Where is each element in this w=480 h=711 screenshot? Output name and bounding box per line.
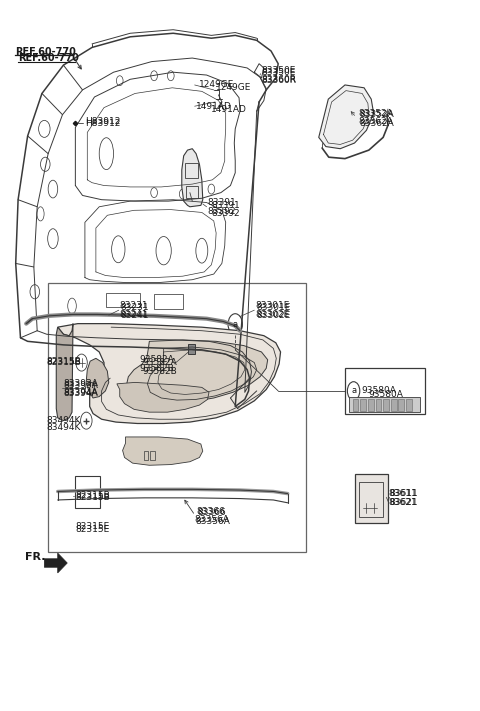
Text: a: a (233, 320, 238, 329)
Bar (375, 399, 381, 412)
Polygon shape (126, 340, 268, 403)
Text: 83352A: 83352A (359, 109, 393, 118)
Text: 83350E: 83350E (262, 68, 296, 77)
Bar (391, 399, 396, 412)
Text: REF.60-770: REF.60-770 (18, 53, 79, 63)
Text: 83350E: 83350E (262, 66, 296, 75)
Text: 83366: 83366 (197, 508, 226, 517)
Text: 83301E: 83301E (257, 303, 291, 312)
Text: 1249GE: 1249GE (216, 83, 252, 92)
Text: a: a (351, 386, 356, 395)
Text: 1491AD: 1491AD (211, 105, 247, 114)
Bar (107, 293, 140, 307)
Bar (48, 283, 306, 552)
Text: 83621: 83621 (388, 498, 417, 508)
Text: 82315B: 82315B (47, 357, 82, 365)
Text: 83392: 83392 (207, 206, 236, 215)
Text: 83302E: 83302E (257, 311, 291, 321)
Polygon shape (44, 553, 67, 573)
Text: 83494K: 83494K (47, 423, 81, 432)
Text: 83301E: 83301E (255, 301, 289, 311)
Bar (186, 186, 198, 198)
Polygon shape (117, 383, 209, 412)
Text: 83241: 83241 (120, 311, 149, 321)
Text: 82315B: 82315B (75, 491, 110, 501)
Text: 82315B: 82315B (75, 493, 110, 502)
Polygon shape (58, 324, 281, 424)
Text: 83302E: 83302E (255, 310, 289, 319)
Text: REF.60-770: REF.60-770 (15, 48, 76, 58)
Polygon shape (319, 85, 373, 149)
Text: 83360R: 83360R (262, 76, 297, 85)
Text: H83912: H83912 (85, 119, 120, 128)
Text: 83621: 83621 (389, 498, 418, 508)
Bar (383, 399, 389, 412)
Bar (189, 344, 195, 354)
Text: 83366: 83366 (196, 507, 225, 515)
Text: 83362A: 83362A (360, 119, 394, 128)
Bar (398, 399, 404, 412)
Text: 82315E: 82315E (75, 525, 109, 533)
Bar (353, 399, 359, 412)
Text: H83912: H83912 (85, 117, 120, 127)
Text: 93580A: 93580A (362, 385, 396, 395)
Polygon shape (122, 437, 203, 465)
Text: 83231: 83231 (120, 301, 148, 311)
Polygon shape (182, 149, 203, 207)
Text: FR.: FR. (25, 552, 46, 562)
Bar (360, 481, 383, 517)
Text: 83356A: 83356A (195, 518, 230, 526)
Text: 83391: 83391 (211, 201, 240, 210)
Text: 83392: 83392 (211, 209, 240, 218)
Polygon shape (56, 324, 73, 421)
Text: 83611: 83611 (388, 489, 417, 498)
Text: 83394A: 83394A (63, 387, 98, 397)
Bar (345, 368, 425, 414)
Bar (154, 294, 183, 309)
Text: 93580A: 93580A (369, 390, 404, 399)
Bar (349, 397, 420, 412)
Text: 93582B: 93582B (142, 367, 177, 375)
Text: 93582A: 93582A (140, 356, 175, 364)
Text: 83393A: 83393A (63, 381, 98, 390)
Bar (150, 451, 155, 459)
Bar (368, 399, 373, 412)
Text: 83494K: 83494K (47, 416, 81, 425)
Bar (360, 399, 366, 412)
Text: 83393A: 83393A (63, 380, 98, 388)
Text: 83360R: 83360R (262, 75, 297, 84)
Bar (185, 163, 198, 178)
Text: 83611: 83611 (389, 489, 418, 498)
Text: 83362A: 83362A (359, 117, 393, 127)
Text: 82315B: 82315B (47, 358, 82, 367)
Text: 93582A: 93582A (142, 358, 177, 367)
Bar (406, 399, 412, 412)
Text: 83231: 83231 (120, 303, 149, 312)
Text: 1249GE: 1249GE (199, 80, 235, 90)
Polygon shape (86, 358, 109, 398)
Text: 82315E: 82315E (75, 523, 109, 531)
Text: 83352A: 83352A (360, 110, 394, 119)
Bar (75, 476, 100, 508)
Text: 93582B: 93582B (140, 364, 175, 373)
Bar (144, 451, 148, 459)
Text: 83241: 83241 (120, 310, 148, 319)
Text: 83394A: 83394A (63, 389, 98, 398)
Text: 83356A: 83356A (194, 515, 229, 524)
Text: 83391: 83391 (207, 198, 236, 207)
Bar (356, 474, 388, 523)
Text: 1491AD: 1491AD (196, 102, 231, 111)
